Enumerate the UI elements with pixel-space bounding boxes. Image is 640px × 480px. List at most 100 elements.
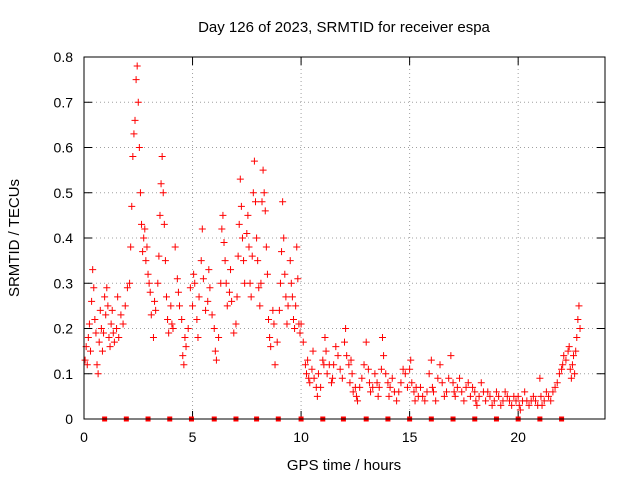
- y-tick-label: 0.2: [54, 321, 74, 337]
- y-tick-labels: 0 0.1 0.2 0.3 0.4 0.5 0.6 0.7 0.8: [54, 49, 74, 427]
- data-point: [371, 370, 379, 378]
- data-point: [386, 383, 394, 391]
- data-point: [102, 311, 110, 319]
- x-tick-label: 0: [80, 429, 88, 445]
- data-point: [83, 361, 91, 369]
- data-point: [151, 297, 159, 305]
- x-tick-label: 5: [189, 429, 197, 445]
- data-point: [138, 220, 146, 228]
- data-point: [101, 293, 109, 301]
- data-point: [492, 388, 500, 396]
- data-point: [458, 388, 466, 396]
- data-point: [545, 392, 553, 400]
- y-axis-label: SRMTID / TECUs: [6, 179, 23, 297]
- data-point: [304, 356, 312, 364]
- data-point: [572, 347, 580, 355]
- data-point: [134, 98, 142, 106]
- data-point: [436, 361, 444, 369]
- data-point: [169, 325, 177, 332]
- data-point: [225, 288, 233, 296]
- data-point: [247, 293, 255, 301]
- data-point: [167, 302, 175, 310]
- data-point: [233, 293, 241, 301]
- data-point: [237, 202, 245, 210]
- data-point: [90, 284, 98, 292]
- x-tick-label: 20: [510, 429, 526, 445]
- data-point: [236, 175, 244, 183]
- data-point: [140, 234, 148, 242]
- y-tick-label: 0.1: [54, 366, 74, 382]
- data-point: [244, 211, 252, 219]
- x-tick-label: 15: [402, 429, 418, 445]
- data-point: [456, 374, 464, 382]
- data-point: [416, 383, 424, 391]
- data-point: [443, 388, 451, 396]
- data-point: [406, 365, 414, 373]
- data-point: [472, 397, 480, 405]
- data-point: [184, 325, 192, 332]
- data-point: [179, 352, 187, 360]
- data-point: [234, 252, 242, 260]
- data-point: [352, 392, 360, 400]
- data-point: [473, 401, 481, 409]
- data-point: [89, 266, 97, 274]
- data-point: [373, 379, 381, 387]
- data-point: [142, 257, 150, 265]
- data-point: [537, 392, 545, 400]
- data-point: [133, 62, 141, 70]
- data-point: [180, 361, 188, 369]
- data-point: [154, 279, 162, 287]
- y-tick-label: 0: [65, 411, 73, 427]
- data-point: [178, 315, 186, 323]
- data-point: [221, 257, 229, 265]
- data-point: [127, 243, 135, 251]
- data-point: [503, 392, 511, 400]
- data-point: [364, 365, 372, 373]
- data-point: [445, 374, 453, 382]
- data-point: [165, 329, 173, 337]
- data-point: [103, 284, 111, 292]
- data-point: [345, 361, 353, 369]
- data-point: [109, 329, 117, 337]
- data-point: [139, 248, 147, 256]
- data-point: [117, 311, 125, 319]
- data-point: [428, 383, 436, 391]
- data-point: [354, 397, 362, 405]
- data-point: [223, 302, 231, 310]
- data-point: [228, 297, 236, 305]
- data-point: [558, 365, 566, 373]
- data-point: [347, 356, 355, 364]
- data-point: [407, 356, 415, 364]
- data-point: [574, 315, 582, 323]
- data-point: [270, 320, 278, 328]
- data-point: [267, 343, 275, 351]
- data-point: [327, 379, 335, 387]
- data-point: [159, 189, 167, 197]
- data-point: [84, 334, 92, 342]
- data-point: [378, 334, 386, 342]
- data-point: [332, 343, 340, 351]
- data-point: [156, 211, 164, 219]
- data-point: [219, 211, 227, 219]
- data-point: [403, 383, 411, 391]
- data-point: [205, 266, 213, 274]
- data-point: [410, 388, 418, 396]
- data-point: [248, 252, 256, 260]
- data-point: [173, 275, 181, 283]
- y-tick-label: 0.3: [54, 275, 74, 291]
- data-point: [158, 153, 166, 161]
- data-point: [313, 392, 321, 400]
- data-point: [348, 370, 356, 378]
- data-point: [330, 361, 338, 369]
- data-point: [382, 370, 390, 378]
- data-point: [532, 397, 540, 405]
- data-point: [575, 302, 583, 310]
- data-point: [529, 392, 537, 400]
- data-point: [245, 243, 253, 251]
- data-point: [141, 225, 149, 233]
- data-point: [521, 388, 529, 396]
- data-point: [255, 284, 263, 292]
- y-tick-label: 0.7: [54, 94, 74, 110]
- data-point: [395, 388, 403, 396]
- data-point: [194, 334, 202, 342]
